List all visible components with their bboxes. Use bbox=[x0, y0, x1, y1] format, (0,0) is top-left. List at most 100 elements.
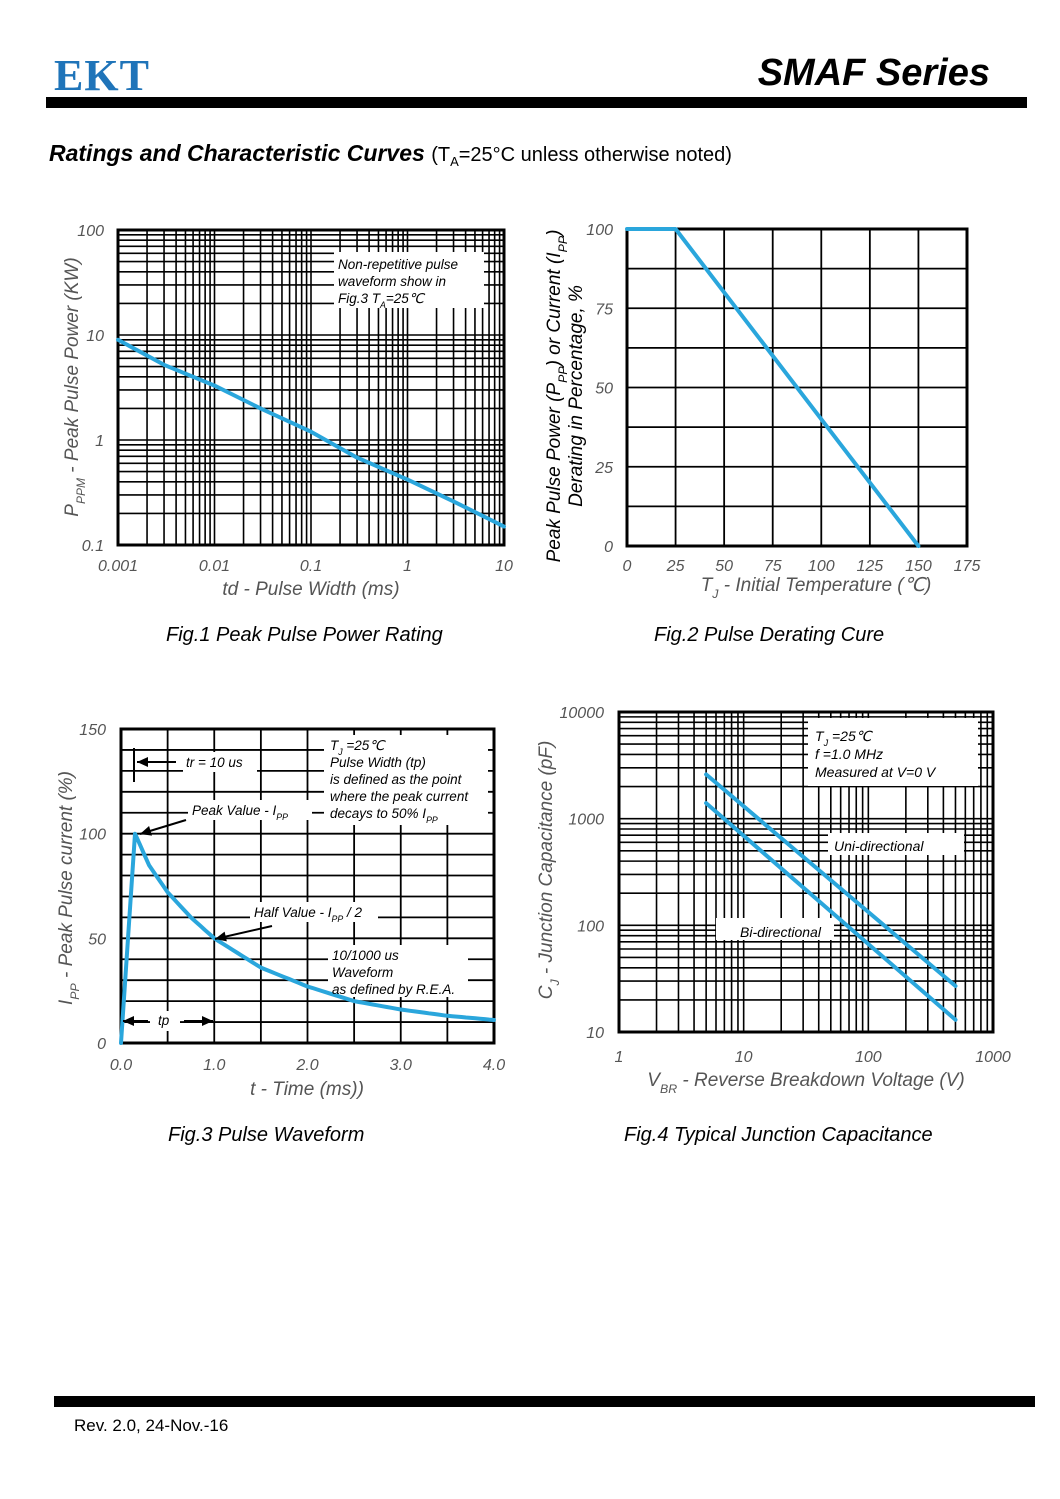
footer-divider bbox=[54, 1396, 1035, 1407]
fig4-uni-label-box bbox=[828, 833, 964, 855]
fig4-yaxis-label-text: CJ - Junction Capacitance (pF) bbox=[536, 741, 562, 1000]
fig3-tp-arrow-left-head bbox=[123, 1016, 134, 1026]
fig3-waveform-line: Waveform bbox=[332, 965, 393, 980]
fig3-peak-label: Peak Value - IPP bbox=[192, 803, 288, 822]
fig3-xaxis-label: t - Time (ms)) bbox=[250, 1079, 364, 1100]
fig4-yaxis-label: CJ - Junction Capacitance (pF) bbox=[536, 741, 562, 1000]
fig3-tp-label: tp bbox=[158, 1013, 170, 1028]
fig1-caption: Fig.1 Peak Pulse Power Rating bbox=[166, 624, 443, 646]
fig3-waveform-box bbox=[328, 945, 468, 997]
fig3-frame bbox=[119, 727, 496, 1045]
revision-text: Rev. 2.0, 24-Nov.-16 bbox=[74, 1416, 229, 1435]
fig1-ytick-label: 0.1 bbox=[82, 538, 104, 555]
fig2-grid bbox=[627, 229, 967, 546]
fig3-half-box bbox=[250, 902, 378, 922]
company-logo: EKT bbox=[54, 51, 150, 100]
fig3-caption: Fig.3 Pulse Waveform bbox=[168, 1124, 365, 1146]
fig4-frame bbox=[617, 710, 995, 1034]
fig2-xtick-label: 125 bbox=[857, 558, 884, 575]
fig3-tr-arrow-head bbox=[137, 757, 148, 767]
fig4-ytick-label: 1000 bbox=[568, 812, 604, 829]
fig1-ytick-label: 10 bbox=[86, 328, 104, 345]
fig4-ytick-label: 10000 bbox=[560, 705, 605, 722]
fig3-tp-arrow-right-head bbox=[202, 1016, 213, 1026]
fig2-caption: Fig.2 Pulse Derating Cure bbox=[654, 624, 885, 646]
fig1-yaxis-label: PPPM - Peak Pulse Power (KW) bbox=[62, 257, 88, 516]
fig2-xtick-label: 150 bbox=[905, 558, 932, 575]
fig3-waveform-line: as defined by R.E.A. bbox=[332, 982, 455, 997]
fig2-xtick-label: 50 bbox=[715, 558, 733, 575]
fig2-derating-curve bbox=[625, 227, 921, 548]
fig1-ytick-label: 100 bbox=[77, 223, 104, 240]
fig3-conditions-line: Pulse Width (tp) bbox=[330, 755, 426, 770]
fig2-yaxis-label: Peak Pulse Power (PPP) or Current (IPP) bbox=[544, 230, 570, 563]
fig2-xtick-label: 0 bbox=[623, 558, 632, 575]
fig4-annotation-box bbox=[808, 718, 978, 786]
fig3-tp-box bbox=[150, 1011, 180, 1031]
fig1-frame bbox=[116, 228, 506, 547]
fig3-half-arrow-head bbox=[215, 931, 227, 942]
fig1-xtick-label: 10 bbox=[495, 558, 513, 575]
fig3-conditions-line: where the peak current bbox=[330, 789, 469, 804]
fig3-peak-arrow-head bbox=[140, 826, 152, 836]
fig4-annotation-line: Measured at V=0 V bbox=[815, 764, 937, 780]
fig3-grid bbox=[121, 729, 494, 1043]
fig4-xaxis-label: VBR - Reverse Breakdown Voltage (V) bbox=[647, 1070, 964, 1096]
fig4-xtick-label: 10 bbox=[735, 1049, 753, 1066]
fig3-yaxis-label-text: IPP - Peak Pulse current (%) bbox=[56, 771, 82, 1005]
fig2-yaxis-label-2: Derating in Percentage, % bbox=[566, 285, 587, 507]
fig3-peak-box bbox=[188, 800, 312, 820]
fig2-xtick-label: 100 bbox=[808, 558, 835, 575]
fig1-annotation-line: waveform show in bbox=[338, 274, 446, 289]
fig3-waveform-line: 10/1000 us bbox=[332, 948, 399, 963]
fig3-ytick-label: 50 bbox=[88, 931, 106, 948]
fig3-xtick-label: 0.0 bbox=[110, 1057, 132, 1074]
fig2-frame bbox=[625, 227, 969, 548]
fig3-xtick-label: 4.0 bbox=[483, 1057, 505, 1074]
fig3-waveform-curve bbox=[119, 831, 496, 1045]
section-note: (TA=25°C unless otherwise noted) bbox=[431, 144, 732, 169]
header-divider bbox=[46, 97, 1027, 108]
fig2-ytick-label: 25 bbox=[594, 460, 613, 477]
fig4-annotation-line: TJ =25℃ bbox=[815, 728, 874, 748]
section-title: Ratings and Characteristic Curves (TA=25… bbox=[49, 140, 732, 169]
fig4-ytick-label: 100 bbox=[577, 918, 604, 935]
fig2-ytick-label: 100 bbox=[586, 222, 613, 239]
fig3-conditions-box bbox=[324, 735, 488, 825]
fig1-ytick-label: 1 bbox=[95, 433, 104, 450]
fig1-annotation-line: Non-repetitive pulse bbox=[338, 257, 458, 272]
fig4-xtick-label: 1 bbox=[615, 1049, 624, 1066]
fig1-xtick-label: 0.01 bbox=[199, 558, 230, 575]
fig2-ytick-label: 0 bbox=[604, 539, 613, 556]
fig4-bi-label: Bi-directional bbox=[740, 924, 822, 940]
fig3-half-label: Half Value - IPP / 2 bbox=[254, 905, 363, 924]
fig4-caption: Fig.4 Typical Junction Capacitance bbox=[624, 1124, 933, 1146]
fig1-power-curve bbox=[116, 337, 506, 529]
fig3-xtick-label: 2.0 bbox=[295, 1057, 318, 1074]
fig2-yaxis-label-line2: Derating in Percentage, % bbox=[566, 285, 587, 507]
fig4-ytick-label: 10 bbox=[586, 1025, 604, 1042]
fig3-conditions-line: decays to 50% IPP bbox=[330, 806, 438, 825]
fig3-tr-box bbox=[183, 752, 257, 772]
fig2-xtick-label: 25 bbox=[666, 558, 685, 575]
fig4-uni-curve bbox=[704, 772, 958, 988]
fig3-xtick-label: 3.0 bbox=[390, 1057, 412, 1074]
fig2-xtick-label: 175 bbox=[954, 558, 981, 575]
fig3-ytick-label: 150 bbox=[79, 722, 106, 739]
fig1-xtick-label: 0.001 bbox=[98, 558, 138, 575]
fig4-xtick-label: 1000 bbox=[975, 1049, 1011, 1066]
fig3-xtick-label: 1.0 bbox=[203, 1057, 225, 1074]
fig3-conditions-line: TJ =25℃ bbox=[330, 738, 386, 757]
fig3-ytick-label: 100 bbox=[79, 827, 106, 844]
section-title-text: Ratings and Characteristic Curves bbox=[49, 140, 425, 166]
fig4-uni-label: Uni-directional bbox=[834, 838, 924, 854]
fig4-bi-label-box bbox=[716, 918, 834, 940]
fig3-conditions-line: is defined as the point bbox=[330, 772, 463, 787]
fig1-annotation-line: Fig.3 TA=25℃ bbox=[338, 291, 426, 310]
fig1-xtick-label: 1 bbox=[403, 558, 412, 575]
series-title: SMAF Series bbox=[757, 52, 990, 94]
fig4-xtick-label: 100 bbox=[855, 1049, 882, 1066]
fig4-bi-curve bbox=[704, 801, 958, 1022]
fig1-annotation-box bbox=[334, 252, 484, 308]
